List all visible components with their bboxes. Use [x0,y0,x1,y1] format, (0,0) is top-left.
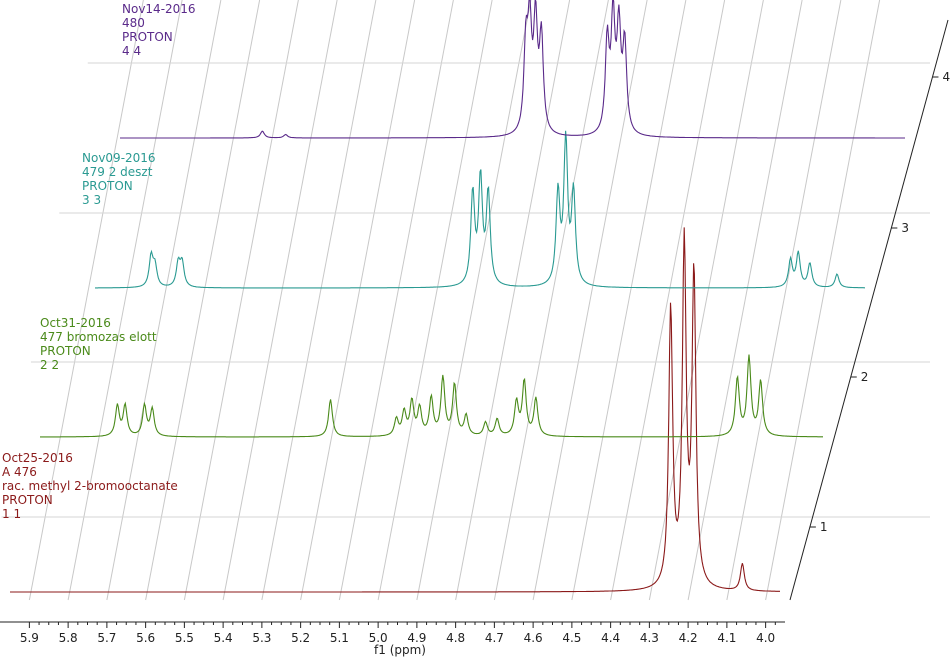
spectrum-line-1 [10,227,780,593]
grid-line [106,0,222,601]
spectrum-label-line: 4 4 [122,44,141,58]
stack-tick-label: 3 [901,221,909,235]
x-tick-label: 5.6 [136,631,155,645]
spectrum-label-line: 479 2 deszt [82,165,153,179]
x-tick-label: 4.2 [679,631,698,645]
x-tick-label: 5.7 [97,631,116,645]
x-tick-label: 4.5 [562,631,581,645]
grid-line [726,0,842,601]
grid-line [145,0,261,601]
grid-line [765,0,881,601]
spectrum-label-line: PROTON [82,179,133,193]
spectrum-label-line: 477 bromozas elott [40,330,157,344]
x-axis-label: f1 (ppm) [374,643,426,657]
spectrum-label-line: 1 1 [2,507,21,521]
x-tick-label: 5.2 [291,631,310,645]
stack-tick-label: 1 [820,520,828,534]
spectrum-label-line: 480 [122,16,145,30]
spectra-layer [10,0,905,593]
stack-axis: 1 2 3 4 [789,19,950,601]
x-tick-label: 5.1 [330,631,349,645]
spectrum-label-line: A 476 [2,465,37,479]
grid-line [377,0,493,601]
grid-line [338,0,454,601]
x-tick-label: 4.8 [446,631,465,645]
spectrum-label-line: Oct25-2016 [2,451,73,465]
x-tick-label: 4.9 [407,631,426,645]
x-tick-label: 4.3 [640,631,659,645]
grid-line [455,0,571,601]
grid-line [28,0,144,601]
spectrum-label-line: 2 2 [40,358,59,372]
stack-tick-label: 2 [861,370,869,384]
x-tick-label: 4.4 [601,631,620,645]
grid-line [610,0,726,601]
spectrum-line-4 [120,0,905,139]
spectrum-label-line: PROTON [122,30,173,44]
spectrum-label-line: PROTON [40,344,91,358]
stack-tick-label: 4 [942,70,950,84]
x-tick-label: 4.6 [524,631,543,645]
grid-line [261,0,377,601]
grid-line [67,0,183,601]
spectrum-label-line: 3 3 [82,193,101,207]
x-tick-label: 4.7 [485,631,504,645]
grid-line [416,0,532,601]
x-tick-label: 4.0 [756,631,775,645]
grid-line [648,0,764,601]
x-tick-label: 5.8 [59,631,78,645]
grid-line [532,0,648,601]
spectrum-label-line: PROTON [2,493,53,507]
spectrum-label-line: rac. methyl 2-bromooctanate [2,479,178,493]
x-tick-label: 5.4 [214,631,233,645]
grid-layer [1,0,930,601]
spectrum-label-line: Nov14-2016 [122,2,196,16]
x-tick-label: 5.5 [175,631,194,645]
spectrum-label-line: Oct31-2016 [40,316,111,330]
grid-line [571,0,687,601]
grid-line [687,0,803,601]
spectrum-label-line: Nov09-2016 [82,151,156,165]
x-tick-label: 5.3 [252,631,271,645]
grid-line [300,0,416,601]
x-tick-label: 4.1 [717,631,736,645]
grid-line [493,0,609,601]
x-tick-label: 5.0 [369,631,388,645]
spectrum-line-2 [40,354,823,438]
ppm-axis: 5.9 5.8 5.7 5.6 5.5 5.4 5.3 5.2 5.1 5.0 4.9 4.8 4.7 4… [0,621,785,645]
stack-axis-line [789,19,949,601]
grid-line [222,0,338,601]
grid-line [183,0,299,601]
x-tick-label: 5.9 [20,631,39,645]
spectrum-line-3 [95,130,865,289]
